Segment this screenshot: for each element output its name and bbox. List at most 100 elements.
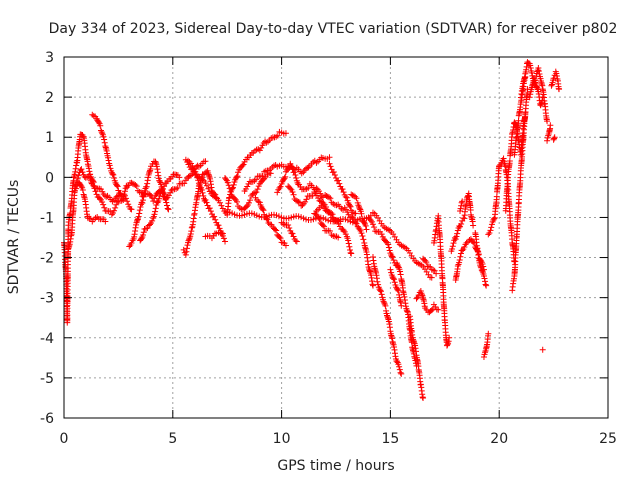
data-point bbox=[240, 161, 247, 168]
data-point bbox=[139, 199, 146, 206]
data-point bbox=[527, 62, 534, 69]
data-point bbox=[289, 230, 296, 237]
data-point bbox=[156, 178, 163, 185]
data-point bbox=[488, 221, 495, 228]
data-point bbox=[200, 192, 207, 199]
data-point bbox=[531, 74, 538, 81]
data-point bbox=[524, 86, 531, 93]
data-point bbox=[527, 91, 534, 98]
data-point bbox=[457, 250, 464, 257]
data-point bbox=[352, 210, 359, 217]
y-tick-label: -4 bbox=[40, 331, 54, 347]
data-point bbox=[79, 169, 86, 176]
data-point bbox=[140, 229, 147, 236]
data-point bbox=[133, 183, 140, 190]
data-point bbox=[138, 235, 145, 242]
data-point bbox=[335, 234, 342, 241]
data-point bbox=[146, 221, 153, 228]
data-point bbox=[282, 173, 289, 180]
data-point bbox=[87, 171, 94, 178]
data-point bbox=[352, 219, 359, 226]
data-point bbox=[96, 195, 103, 202]
data-point bbox=[176, 174, 183, 181]
data-point bbox=[374, 278, 381, 285]
data-point bbox=[291, 169, 298, 176]
data-point bbox=[385, 241, 392, 248]
data-point bbox=[202, 158, 209, 165]
data-point bbox=[356, 203, 363, 210]
data-point bbox=[113, 201, 120, 208]
data-point bbox=[321, 223, 328, 230]
data-point bbox=[535, 68, 542, 75]
data-point bbox=[549, 79, 556, 86]
data-point bbox=[101, 139, 108, 146]
data-point bbox=[105, 154, 112, 161]
data-points bbox=[61, 59, 563, 401]
data-point bbox=[428, 307, 435, 314]
data-point bbox=[349, 209, 356, 216]
data-point bbox=[113, 193, 120, 200]
y-tick-label: 3 bbox=[45, 50, 54, 66]
data-point bbox=[157, 181, 164, 188]
data-point bbox=[114, 199, 121, 206]
data-point bbox=[215, 222, 222, 229]
data-point bbox=[125, 201, 132, 208]
data-point bbox=[90, 179, 97, 186]
data-point bbox=[185, 237, 192, 244]
data-point bbox=[259, 206, 266, 213]
data-point bbox=[449, 245, 456, 252]
data-point bbox=[515, 117, 522, 124]
data-point bbox=[260, 207, 267, 214]
data-point bbox=[496, 162, 503, 169]
data-point bbox=[102, 218, 109, 225]
y-tick-label: -1 bbox=[40, 210, 54, 226]
data-point bbox=[315, 195, 322, 202]
data-point bbox=[216, 225, 223, 232]
data-point bbox=[327, 211, 334, 218]
data-point bbox=[113, 182, 120, 189]
data-point bbox=[287, 185, 294, 192]
data-point bbox=[272, 226, 279, 233]
data-point bbox=[120, 193, 127, 200]
data-point bbox=[111, 175, 118, 182]
data-point bbox=[380, 298, 387, 305]
data-point bbox=[107, 165, 114, 172]
data-point bbox=[342, 231, 349, 238]
data-point bbox=[454, 262, 461, 269]
data-point bbox=[449, 243, 456, 250]
data-point bbox=[164, 205, 171, 212]
data-point bbox=[233, 198, 240, 205]
data-point bbox=[331, 171, 338, 178]
data-point bbox=[235, 169, 242, 176]
data-point bbox=[253, 189, 260, 196]
data-point bbox=[319, 199, 326, 206]
y-tick-label: -2 bbox=[40, 251, 54, 267]
data-point bbox=[327, 163, 334, 170]
data-point bbox=[544, 137, 551, 144]
data-point bbox=[87, 215, 94, 222]
data-point bbox=[234, 173, 241, 180]
data-point bbox=[353, 195, 360, 202]
data-point bbox=[136, 210, 143, 217]
data-point bbox=[532, 79, 539, 86]
data-point bbox=[458, 202, 465, 209]
data-point bbox=[195, 180, 202, 187]
data-point bbox=[296, 199, 303, 206]
data-point bbox=[218, 202, 225, 209]
data-point bbox=[124, 198, 131, 205]
data-point bbox=[377, 287, 384, 294]
data-point bbox=[343, 194, 350, 201]
data-point bbox=[470, 222, 477, 229]
data-point bbox=[391, 279, 398, 286]
data-point bbox=[539, 94, 546, 101]
data-point bbox=[323, 193, 330, 200]
data-point bbox=[222, 209, 229, 216]
data-point bbox=[335, 220, 342, 227]
data-point bbox=[427, 263, 434, 270]
data-point bbox=[538, 101, 545, 108]
data-point bbox=[188, 172, 195, 179]
data-point bbox=[163, 202, 170, 209]
data-point bbox=[285, 165, 292, 172]
data-point bbox=[292, 171, 299, 178]
